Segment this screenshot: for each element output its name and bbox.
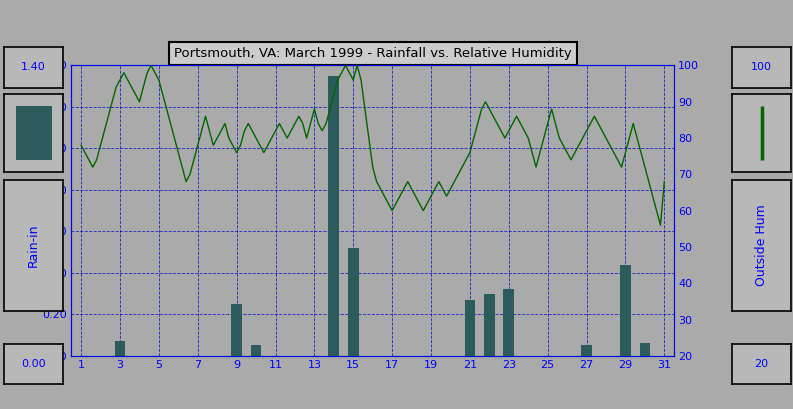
Bar	[620, 265, 630, 356]
Bar	[348, 248, 358, 356]
Title: Portsmouth, VA: March 1999 - Rainfall vs. Relative Humidity: Portsmouth, VA: March 1999 - Rainfall vs…	[174, 47, 572, 60]
Bar	[639, 344, 650, 356]
Bar	[232, 304, 242, 356]
Text: 0.00: 0.00	[21, 359, 46, 369]
Text: Outside Hum: Outside Hum	[755, 204, 768, 286]
Bar	[581, 346, 592, 356]
Text: 20: 20	[755, 359, 768, 369]
Text: 100: 100	[751, 63, 772, 72]
Text: 1.40: 1.40	[21, 63, 46, 72]
Bar	[465, 300, 475, 356]
Bar	[484, 294, 495, 356]
Bar	[328, 76, 339, 356]
Bar	[115, 341, 125, 356]
Bar	[16, 106, 52, 160]
Bar	[251, 346, 262, 356]
Bar	[504, 290, 514, 356]
Text: Rain-in: Rain-in	[27, 224, 40, 267]
